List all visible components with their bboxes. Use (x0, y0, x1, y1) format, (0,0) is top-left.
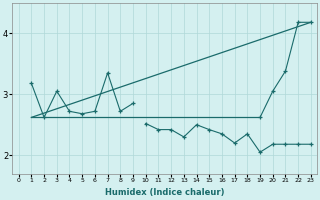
X-axis label: Humidex (Indice chaleur): Humidex (Indice chaleur) (105, 188, 225, 197)
